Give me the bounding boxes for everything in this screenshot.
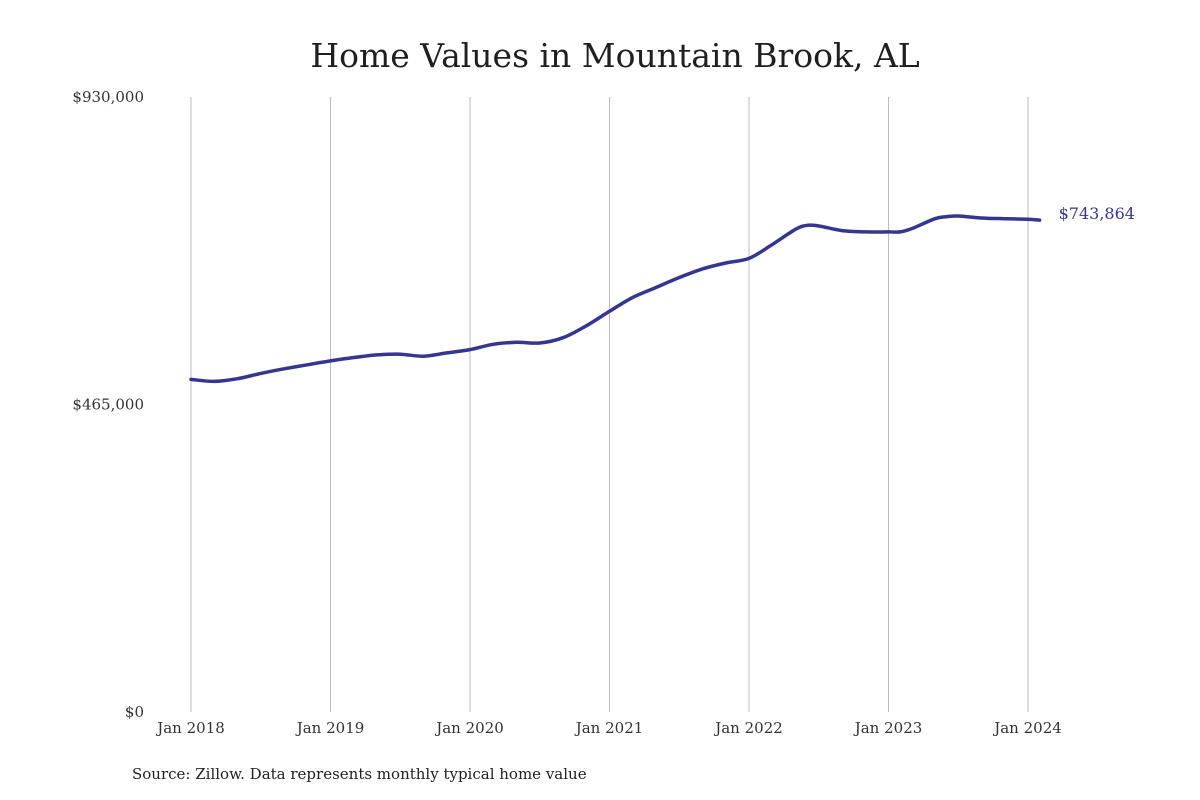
series-group: $743,864 bbox=[189, 204, 1135, 384]
x-tick-label: Jan 2019 bbox=[295, 719, 365, 737]
y-axis-tick-labels: $930,000 $465,000 $0 bbox=[72, 88, 144, 721]
chart-title: Home Values in Mountain Brook, AL bbox=[310, 36, 920, 75]
home-value-line bbox=[189, 214, 1042, 384]
y-tick-label: $930,000 bbox=[72, 88, 144, 106]
x-tick-label: Jan 2021 bbox=[574, 719, 644, 737]
x-tick-label: Jan 2018 bbox=[155, 719, 225, 737]
x-axis-tick-labels: Jan 2018 Jan 2019 Jan 2020 Jan 2021 Jan 2022… bbox=[155, 719, 1062, 737]
x-tick-label: Jan 2023 bbox=[853, 719, 923, 737]
y-tick-label: $465,000 bbox=[72, 396, 144, 414]
end-value-label: $743,864 bbox=[1059, 204, 1135, 223]
source-note: Source: Zillow. Data represents monthly … bbox=[132, 765, 587, 783]
vertical-gridlines bbox=[190, 97, 1029, 712]
x-tick-label: Jan 2022 bbox=[713, 719, 783, 737]
x-tick-label: Jan 2020 bbox=[434, 719, 504, 737]
y-tick-label: $0 bbox=[125, 703, 144, 721]
x-tick-label: Jan 2024 bbox=[992, 719, 1062, 737]
